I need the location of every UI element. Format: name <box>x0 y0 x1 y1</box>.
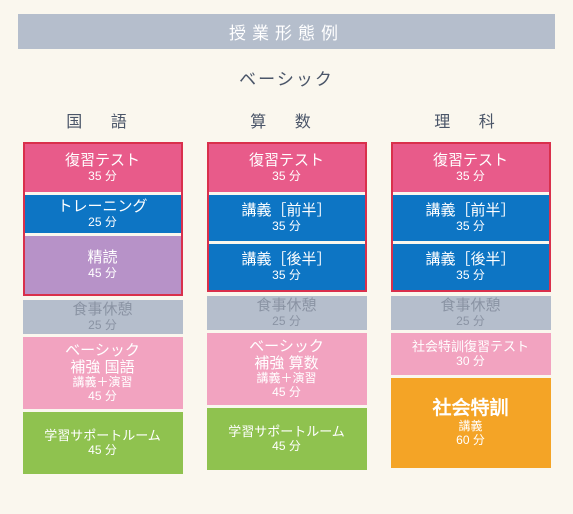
block-duration: 35 分 <box>272 220 301 234</box>
schedule-column: 国 語復習テスト35 分トレーニング25 分精読45 分食事休憩25 分ベーシッ… <box>23 102 183 477</box>
block-subtitle2: 講義 <box>458 420 482 434</box>
schedule-block: 講義［前半］35 分 <box>393 195 549 241</box>
block-title: 社会特訓復習テスト <box>412 340 529 355</box>
block-duration: 60 分 <box>456 434 485 448</box>
schedule-block: 精読45 分 <box>25 236 181 294</box>
schedule-block: 社会特訓講義60 分 <box>391 378 551 468</box>
outlined-block-group: 復習テスト35 分トレーニング25 分精読45 分 <box>23 142 183 296</box>
block-duration: 25 分 <box>272 315 301 329</box>
block-subtitle2: 講義＋演習 <box>72 376 132 390</box>
block-duration: 45 分 <box>88 444 117 458</box>
column-header: 国 語 <box>23 102 183 142</box>
page-title: 授業形態例 <box>18 14 555 49</box>
schedule-block: 講義［後半］35 分 <box>393 244 549 290</box>
schedule-block: 復習テスト35 分 <box>393 144 549 192</box>
block-duration: 35 分 <box>272 170 301 184</box>
block-subtitle: 補強 算数 <box>254 355 318 372</box>
schedule-column: 算 数復習テスト35 分講義［前半］35 分講義［後半］35 分食事休憩25 分… <box>207 102 367 477</box>
block-title: 講義［前半］ <box>425 202 515 219</box>
block-duration: 35 分 <box>88 170 117 184</box>
block-title: 講義［後半］ <box>425 251 515 268</box>
block-duration: 25 分 <box>88 319 117 333</box>
block-duration: 35 分 <box>456 220 485 234</box>
block-title: ベーシック <box>65 342 140 359</box>
block-title: トレーニング <box>57 198 147 215</box>
block-title: 精読 <box>87 249 117 266</box>
schedule-block: 社会特訓復習テスト30 分 <box>391 333 551 375</box>
block-duration: 45 分 <box>272 440 301 454</box>
schedule-block: 学習サポートルーム45 分 <box>23 412 183 474</box>
block-duration: 35 分 <box>272 269 301 283</box>
schedule-block: 講義［前半］35 分 <box>209 195 365 241</box>
schedule-block: 復習テスト35 分 <box>25 144 181 192</box>
outlined-block-group: 復習テスト35 分講義［前半］35 分講義［後半］35 分 <box>391 142 551 292</box>
page-subtitle: ベーシック <box>18 65 555 90</box>
column-header: 理 科 <box>391 102 551 142</box>
outlined-block-group: 復習テスト35 分講義［前半］35 分講義［後半］35 分 <box>207 142 367 292</box>
block-title: 食事休憩 <box>256 297 316 314</box>
schedule-block: ベーシック補強 算数講義＋演習45 分 <box>207 333 367 405</box>
block-title: 講義［後半］ <box>241 251 331 268</box>
schedule-infographic: 授業形態例 ベーシック 国 語復習テスト35 分トレーニング25 分精読45 分… <box>0 0 573 514</box>
schedule-block: 復習テスト35 分 <box>209 144 365 192</box>
block-subtitle: 補強 国語 <box>70 359 134 376</box>
schedule-block: トレーニング25 分 <box>25 195 181 233</box>
block-duration: 45 分 <box>88 390 117 404</box>
schedule-block: 学習サポートルーム45 分 <box>207 408 367 470</box>
schedule-column: 理 科復習テスト35 分講義［前半］35 分講義［後半］35 分食事休憩25 分… <box>391 102 551 477</box>
block-duration: 25 分 <box>456 315 485 329</box>
block-title: ベーシック <box>249 338 324 355</box>
block-title: 学習サポートルーム <box>228 425 345 440</box>
block-title: 社会特訓 <box>432 398 508 420</box>
block-title: 学習サポートルーム <box>44 429 161 444</box>
block-duration: 35 分 <box>456 170 485 184</box>
schedule-block: ベーシック補強 国語講義＋演習45 分 <box>23 337 183 409</box>
block-title: 復習テスト <box>433 152 508 169</box>
block-duration: 35 分 <box>456 269 485 283</box>
block-title: 食事休憩 <box>440 297 500 314</box>
schedule-block: 食事休憩25 分 <box>207 296 367 330</box>
block-duration: 45 分 <box>272 386 301 400</box>
columns-wrapper: 国 語復習テスト35 分トレーニング25 分精読45 分食事休憩25 分ベーシッ… <box>18 102 555 477</box>
block-subtitle2: 講義＋演習 <box>256 372 316 386</box>
block-title: 復習テスト <box>65 152 140 169</box>
block-title: 食事休憩 <box>72 301 132 318</box>
schedule-block: 食事休憩25 分 <box>23 300 183 334</box>
block-duration: 30 分 <box>456 355 485 369</box>
block-title: 復習テスト <box>249 152 324 169</box>
block-duration: 45 分 <box>88 267 117 281</box>
block-title: 講義［前半］ <box>241 202 331 219</box>
column-header: 算 数 <box>207 102 367 142</box>
schedule-block: 食事休憩25 分 <box>391 296 551 330</box>
block-duration: 25 分 <box>88 216 117 230</box>
schedule-block: 講義［後半］35 分 <box>209 244 365 290</box>
